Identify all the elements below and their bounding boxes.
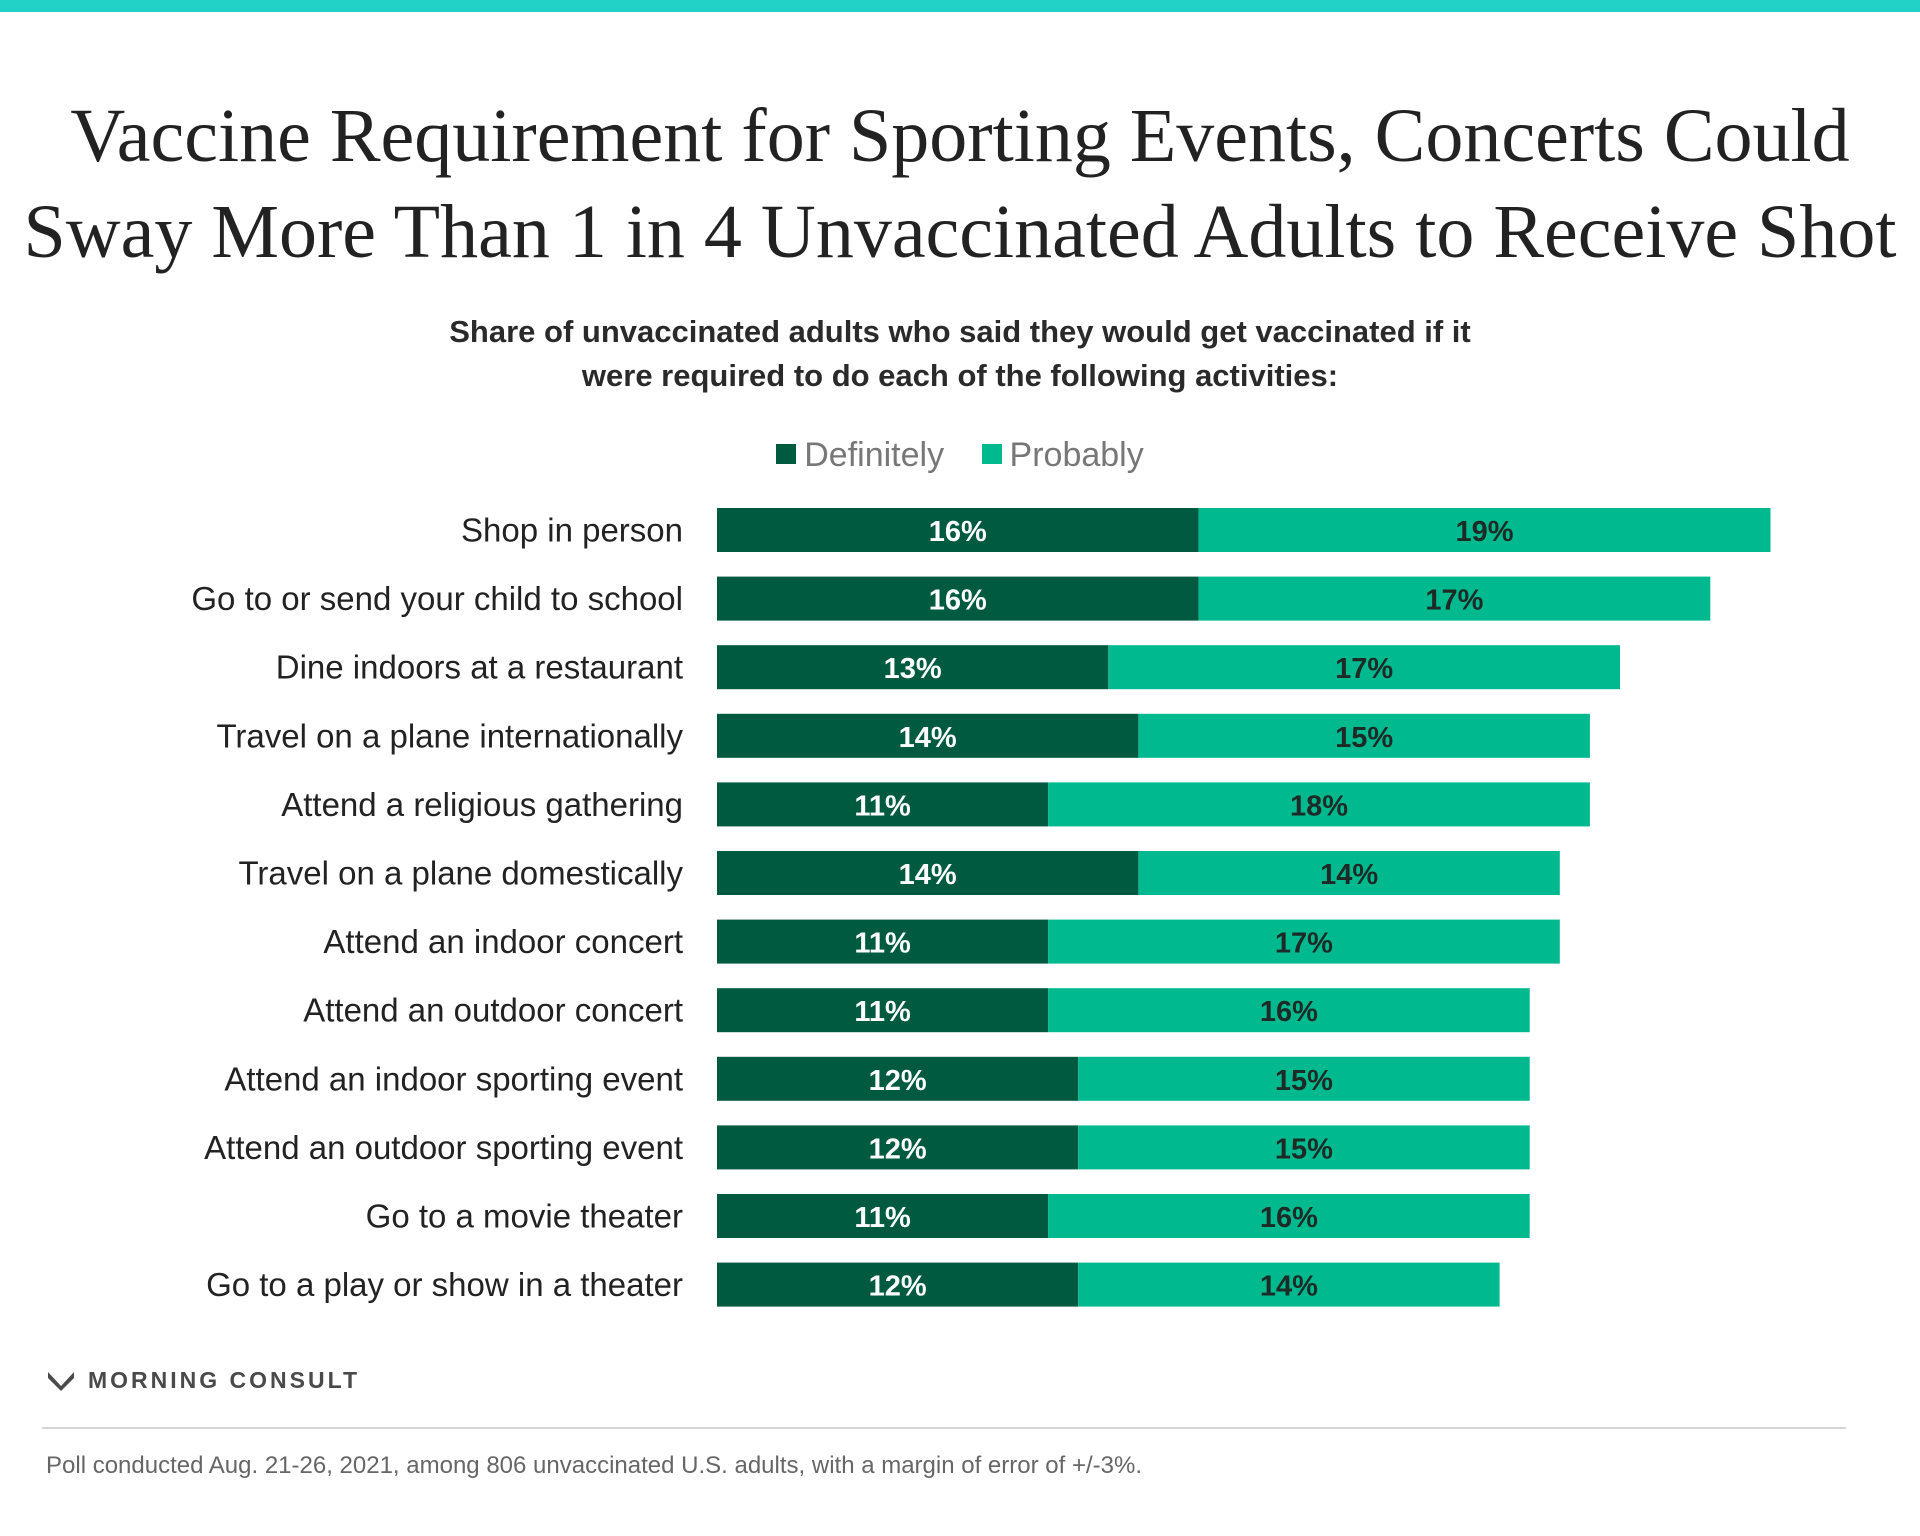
value-label-definitely: 12%	[869, 1065, 927, 1097]
bar-definitely	[717, 576, 1199, 621]
category-label: Go to or send your child to school	[191, 580, 683, 617]
value-label-definitely: 13%	[884, 653, 942, 685]
bar-definitely	[717, 645, 1109, 690]
category-label: Shop in person	[461, 512, 683, 549]
value-label-definitely: 12%	[869, 1133, 927, 1165]
value-label-definitely: 16%	[929, 585, 987, 617]
chart-subtitle-line: were required to do each of the followin…	[581, 358, 1339, 393]
bar-definitely	[717, 713, 1139, 758]
bar-probably	[1078, 1262, 1500, 1307]
category-label: Dine indoors at a restaurant	[276, 649, 683, 686]
category-label: Attend an indoor concert	[323, 923, 683, 960]
value-label-probably: 16%	[1260, 1202, 1318, 1234]
legend-item-probably: Probably	[981, 436, 1144, 475]
bar-definitely	[717, 919, 1049, 964]
value-label-probably: 17%	[1275, 928, 1333, 960]
footnote: Poll conducted Aug. 21-26, 2021, among 8…	[46, 1452, 1142, 1479]
bar-probably	[1078, 1125, 1530, 1170]
stacked-bar-chart: Shop in person 16% 19% Go to or send your c…	[191, 508, 1771, 1307]
value-label-probably: 15%	[1335, 722, 1393, 754]
category-label: Attend a religious gathering	[281, 786, 683, 823]
bar-probably	[1198, 576, 1711, 621]
bar-probably	[1108, 645, 1620, 690]
value-label-probably: 15%	[1275, 1065, 1333, 1097]
category-label: Go to a movie theater	[366, 1198, 683, 1235]
value-label-definitely: 14%	[899, 859, 957, 891]
value-label-definitely: 12%	[869, 1271, 927, 1303]
morning-consult-m-icon	[48, 1372, 74, 1391]
chart-legend: Definitely Probably	[0, 436, 1920, 475]
legend-label-probably: Probably	[1009, 436, 1144, 474]
legend-swatch-probably	[981, 444, 1002, 465]
chart-title-line: Vaccine Requirement for Sporting Events,…	[70, 94, 1850, 178]
legend-item-definitely: Definitely	[776, 436, 944, 475]
value-label-definitely: 16%	[929, 516, 987, 548]
bar-probably	[1048, 1194, 1530, 1238]
category-label: Go to a play or show in a theater	[206, 1266, 683, 1303]
chart-subtitle-line: Share of unvaccinated adults who said th…	[449, 314, 1471, 349]
top-accent-bar	[0, 0, 1920, 12]
bar-probably	[1138, 713, 1590, 758]
chart-title: Vaccine Requirement for Sporting Events,…	[0, 88, 1920, 280]
category-label: Attend an outdoor concert	[303, 992, 683, 1029]
value-label-definitely: 14%	[899, 722, 957, 754]
footer-divider	[42, 1427, 1846, 1429]
value-label-definitely: 11%	[854, 928, 911, 960]
value-label-probably: 17%	[1335, 653, 1393, 685]
brand-name: MORNING CONSULT	[88, 1366, 361, 1393]
category-label: Attend an outdoor sporting event	[204, 1129, 683, 1166]
chart-title-line: Sway More Than 1 in 4 Unvaccinated Adult…	[23, 190, 1897, 274]
bar-probably	[1138, 851, 1560, 895]
category-label: Travel on a plane domestically	[238, 855, 683, 892]
bar-definitely	[717, 1262, 1079, 1307]
value-label-definitely: 11%	[854, 790, 911, 822]
value-label-probably: 15%	[1275, 1133, 1333, 1165]
bar-definitely	[717, 508, 1199, 552]
bar-probably	[1048, 988, 1530, 1033]
bar-definitely	[717, 782, 1049, 827]
chart-subtitle: Share of unvaccinated adults who said th…	[0, 310, 1920, 398]
value-label-probably: 19%	[1456, 516, 1514, 548]
category-label: Attend an indoor sporting event	[224, 1060, 683, 1097]
bar-definitely	[717, 1125, 1079, 1170]
brand-footer: MORNING CONSULT	[46, 1362, 360, 1398]
legend-label-definitely: Definitely	[804, 436, 945, 474]
legend-swatch-definitely	[776, 444, 797, 465]
bar-definitely	[717, 988, 1049, 1033]
value-label-probably: 14%	[1320, 859, 1378, 891]
value-label-definitely: 11%	[854, 996, 911, 1028]
category-label: Travel on a plane internationally	[216, 717, 683, 754]
bar-probably	[1078, 1056, 1530, 1101]
value-label-probably: 16%	[1260, 996, 1318, 1028]
bar-definitely	[717, 1056, 1079, 1101]
value-label-probably: 17%	[1425, 585, 1483, 617]
value-label-probably: 18%	[1290, 790, 1348, 822]
bar-probably	[1048, 782, 1590, 827]
bar-probably	[1048, 919, 1560, 964]
bar-definitely	[717, 851, 1139, 895]
value-label-probably: 14%	[1260, 1271, 1318, 1303]
value-label-definitely: 11%	[854, 1202, 911, 1234]
bar-definitely	[717, 1194, 1049, 1238]
bar-probably	[1198, 508, 1771, 552]
